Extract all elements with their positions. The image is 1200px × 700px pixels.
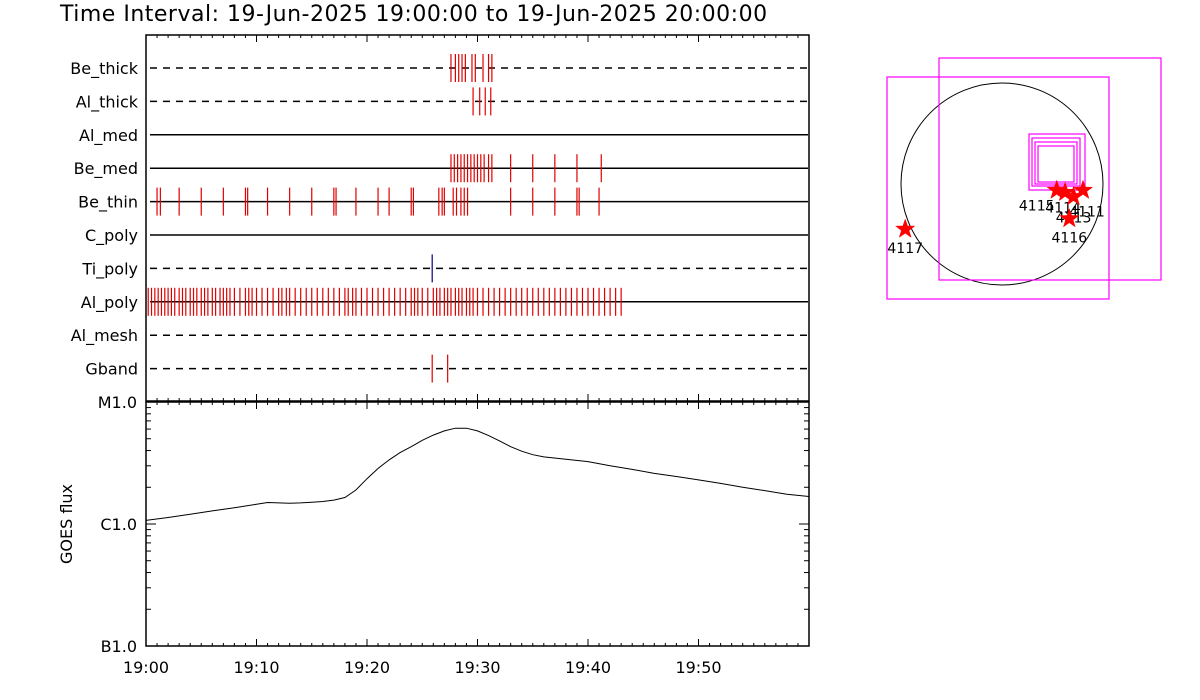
goes-panel: B1.0C1.0M1.0 19:00 19:10 19:20 19:30 19:40 19… xyxy=(57,393,810,677)
solar-disk xyxy=(900,82,1104,286)
fov-box xyxy=(886,76,1110,300)
goes-y-axis-label: GOES flux xyxy=(57,484,76,564)
row-label: Gband xyxy=(85,360,138,379)
fov-box xyxy=(938,57,1162,281)
event-panel-frame xyxy=(145,34,810,402)
fov-box xyxy=(1031,137,1081,187)
goes-flux-line xyxy=(145,427,810,521)
solar-map: 411541144113411141164117 xyxy=(886,57,1162,300)
region-star-icon xyxy=(1054,181,1076,202)
row-label: Be_med xyxy=(74,159,138,179)
fov-box xyxy=(1034,141,1078,185)
row-label: Ti_poly xyxy=(81,259,138,279)
goes-xtick-label: 19:20 xyxy=(344,658,390,677)
region-star-icon xyxy=(1059,207,1080,228)
goes-xtick-label: 19:30 xyxy=(454,658,500,677)
row-label: Be_thin xyxy=(78,193,138,213)
row-label: Al_med xyxy=(79,126,138,146)
goes-xtick-label: 19:00 xyxy=(123,658,169,677)
region-label: 4114 xyxy=(1045,200,1081,216)
goes-xtick-label: 19:50 xyxy=(675,658,721,677)
region-label: 4115 xyxy=(1019,198,1055,214)
instrument-rows: Be_thick Al_thick Al_med Be_med Be_thin C_pol… xyxy=(70,54,808,383)
row-label: C_poly xyxy=(85,226,138,246)
region-star-icon xyxy=(1072,179,1094,200)
row-label: Al_poly xyxy=(81,293,138,313)
row-label: Al_thick xyxy=(76,92,139,112)
active-regions: 411541144113411141164117 xyxy=(887,179,1105,257)
goes-ytick-label: M1.0 xyxy=(98,393,137,412)
goes-y-axis: B1.0 C1.0 M1.0 xyxy=(98,393,809,656)
region-label: 4117 xyxy=(887,241,923,257)
fov-box xyxy=(1037,145,1075,183)
event-panel: Be_thick Al_thick Al_med Be_med Be_thin C_pol… xyxy=(70,34,810,402)
row-label: Be_thick xyxy=(70,59,138,79)
goes-ytick-label: B1.0 xyxy=(101,637,137,656)
goes-xtick-label: 19:40 xyxy=(565,658,611,677)
region-label: 4116 xyxy=(1052,231,1088,247)
row-label: Al_mesh xyxy=(71,326,138,346)
goes-panel-frame xyxy=(145,401,810,647)
goes-ytick-label: C1.0 xyxy=(100,515,137,534)
goes-xtick-label: 19:10 xyxy=(233,658,279,677)
region-star-icon xyxy=(894,218,916,238)
event-panel-xticks xyxy=(145,35,810,401)
plot-title: Time Interval: 19-Jun-2025 19:00:00 to 1… xyxy=(60,2,768,27)
goes-x-axis: 19:00 19:10 19:20 19:30 19:40 19:50 xyxy=(123,402,810,677)
